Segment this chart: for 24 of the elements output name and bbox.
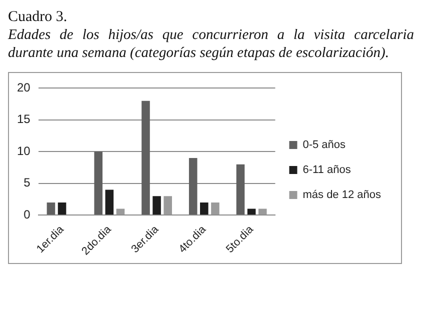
bar	[116, 208, 125, 215]
bar	[94, 152, 103, 215]
bar	[258, 208, 267, 215]
y-tick-label: 20	[16, 80, 31, 95]
bar	[200, 202, 208, 215]
legend-label: 0-5 años	[302, 139, 346, 152]
bar	[58, 202, 66, 215]
legend-label: más de 12 años	[302, 189, 382, 202]
y-tick-label: 0	[24, 207, 31, 222]
y-tick-label: 5	[24, 176, 31, 190]
bar	[236, 164, 245, 215]
bar	[152, 196, 161, 215]
bar	[105, 190, 114, 215]
bar	[164, 196, 172, 215]
bar	[247, 208, 256, 215]
y-tick-label: 15	[16, 112, 31, 126]
bar	[142, 100, 150, 215]
y-tick-label: 10	[16, 144, 31, 158]
legend-label: 6-11 años	[302, 164, 352, 176]
bar	[211, 202, 220, 215]
bar	[46, 202, 56, 215]
bar	[188, 158, 198, 215]
chart-subtitle: Edades de los hijos/as que concurrieron a la visita carcelaria durante una semana (categorías según etapas de escolarización).	[8, 26, 414, 62]
chart-title: Cuadro 3.	[8, 8, 68, 26]
